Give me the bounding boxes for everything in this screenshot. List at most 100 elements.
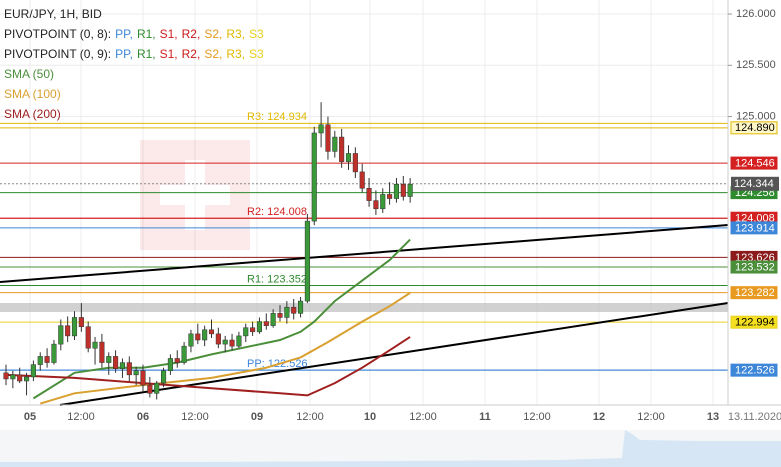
level-tag (730, 121, 778, 135)
candle-body (113, 356, 119, 369)
legend-item: R2, (182, 27, 201, 41)
x-tick-label: 09 (251, 411, 263, 423)
candle-body (291, 306, 297, 314)
plot (3, 102, 413, 405)
legend-item: S1, (160, 47, 178, 61)
candle-body (250, 327, 256, 333)
level-label: 124.546 (735, 157, 775, 169)
legend-item: R2, (182, 47, 201, 61)
candle-body (325, 124, 331, 152)
legend-label: PIVOTPOINT (0, 9): PP, R1, S1, R2, S2, R3, S3 (4, 47, 264, 61)
candle-body (106, 356, 112, 363)
candle-body (92, 341, 98, 349)
legend-item: S2, (204, 27, 222, 41)
candle-body (99, 341, 105, 363)
y-tick-label: 125.500 (736, 59, 776, 71)
x-tick-label: 05 (24, 411, 36, 423)
candle-body (154, 382, 160, 394)
x-tick-label: 12 (593, 411, 605, 423)
candle-body (3, 372, 9, 380)
candle-body (400, 183, 406, 197)
candle-body (263, 321, 269, 326)
legend-item: S2, (204, 47, 222, 61)
candle-body (215, 333, 221, 345)
candle-body (10, 374, 16, 380)
candle-body (188, 333, 194, 347)
candle-body (373, 200, 379, 210)
grid (0, 0, 728, 405)
legend-item: S3 (249, 47, 264, 61)
candle-body (359, 171, 365, 189)
x-date-label: 13.11.2020 (728, 411, 781, 423)
candle-body (78, 317, 84, 327)
candle-body (298, 300, 304, 314)
sma-line (5, 336, 411, 397)
candle-body (167, 358, 173, 372)
legend-item: R3, (226, 47, 245, 61)
candle-body (332, 136, 338, 152)
candle-body (311, 132, 317, 222)
candle-body (37, 356, 43, 365)
x-tick-label: 12:00 (409, 411, 437, 423)
candle-body (387, 194, 393, 199)
x-tick-label: 12:00 (181, 411, 209, 423)
x-tick-label: 11 (479, 411, 491, 423)
candle-body (17, 374, 23, 382)
candle-body (270, 313, 276, 326)
level-tag (730, 260, 778, 274)
level-label: 122.526 (735, 365, 775, 377)
candle-body (44, 356, 50, 363)
candle-body (174, 358, 180, 363)
candle-body (277, 313, 283, 318)
candle-body (304, 220, 310, 302)
candle-body (222, 339, 228, 345)
sma-line (40, 292, 411, 405)
legend-entry: SMA (100) (4, 87, 61, 101)
trend-line (0, 224, 729, 283)
candle-body (65, 325, 71, 337)
level-label: 123.282 (735, 287, 775, 299)
x-tick-label: 12:00 (637, 411, 665, 423)
level-tag (730, 221, 778, 235)
candle-body (202, 329, 208, 341)
legend-item: PP, (115, 27, 133, 41)
pivot-label: R3: 124.934 (247, 111, 307, 123)
zone-band (0, 303, 728, 312)
legend-item: PP, (115, 47, 133, 61)
level-tag (730, 286, 778, 300)
x-tick-label: 12:00 (296, 411, 324, 423)
level-label: 124.890 (735, 122, 775, 134)
level-tag (730, 315, 778, 329)
candle-body (126, 362, 132, 376)
legend-entry: SMA (50) (4, 67, 54, 81)
trend-line (59, 302, 729, 406)
level-label: 123.532 (735, 261, 775, 273)
candle-body (30, 364, 36, 378)
candle-body (339, 136, 345, 162)
legend-entry: SMA (200) (4, 107, 61, 121)
candle-body (243, 327, 249, 337)
axis: 05 12:00 06 12:00 09 12:00 10 12:00 11 12:00 12 12:… (24, 8, 781, 423)
candle-body (24, 376, 30, 382)
candle-body (318, 124, 324, 134)
legend-item: R1, (137, 27, 156, 41)
candle-body (140, 370, 146, 386)
level-tag (730, 156, 778, 170)
candle-body (393, 183, 399, 199)
candle-body (345, 153, 352, 162)
navigator-area (0, 430, 781, 467)
candle-body (236, 335, 242, 347)
candle-body (71, 317, 78, 337)
legend-item: S3 (249, 27, 264, 41)
legend: EUR/JPY, 1H, BID PIVOTPOINT (0, 8): PP, R1,… (4, 7, 264, 121)
pivot-label: R2: 124.008 (247, 206, 307, 218)
candle-body (58, 325, 64, 345)
candle-body (161, 370, 167, 384)
candle-body (256, 321, 262, 333)
candle-body (407, 183, 413, 197)
candle-body (352, 153, 358, 173)
candle-body (119, 362, 126, 369)
x-tick-label: 06 (137, 411, 149, 423)
legend-item: R3, (226, 27, 245, 41)
